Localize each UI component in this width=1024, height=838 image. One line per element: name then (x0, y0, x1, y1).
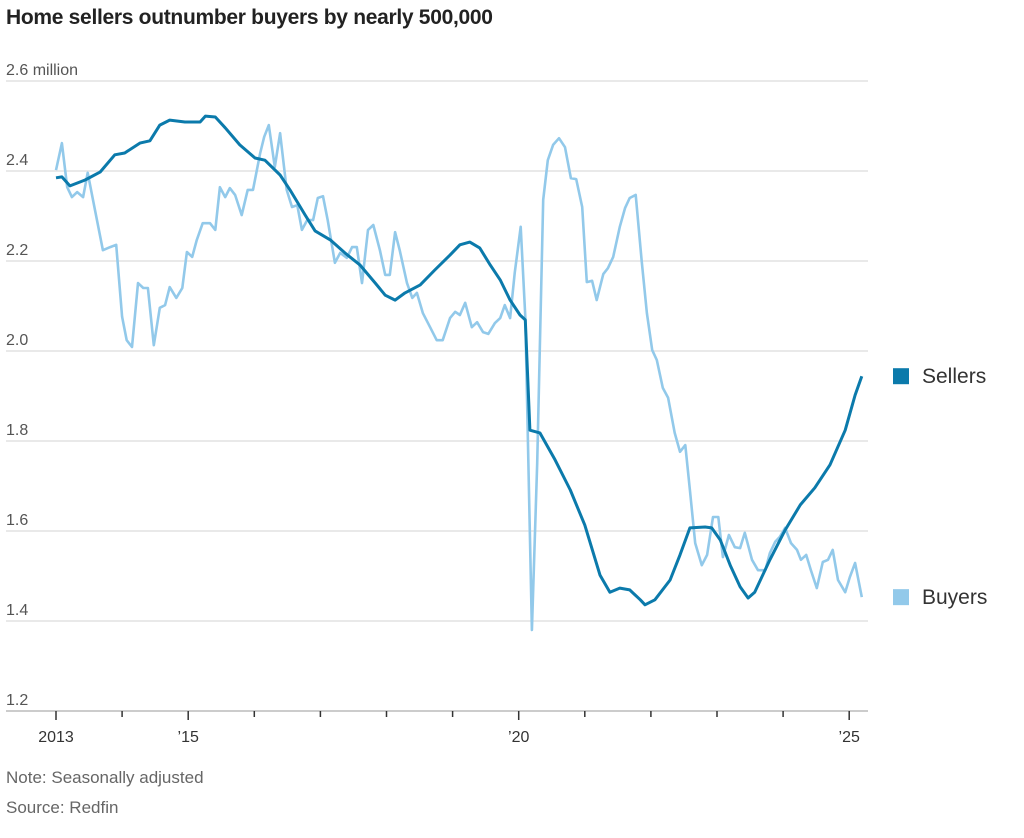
y-tick-label: 1.2 (6, 692, 28, 709)
chart-title: Home sellers outnumber buyers by nearly … (6, 6, 493, 29)
x-tick-label: ’15 (178, 729, 199, 746)
y-tick-label: 1.8 (6, 422, 28, 439)
legend-swatch-sellers (893, 368, 909, 385)
y-tick-label: 2.6 million (6, 62, 78, 79)
legend-label-sellers: Sellers (922, 365, 986, 388)
legend-label-buyers: Buyers (922, 586, 987, 609)
y-tick-label: 2.2 (6, 242, 28, 259)
y-tick-label: 2.0 (6, 332, 28, 349)
x-tick-label: ’25 (839, 729, 860, 746)
chart-note: Note: Seasonally adjusted (6, 768, 204, 787)
series-line-sellers (55, 114, 864, 607)
chart-source: Source: Redfin (6, 798, 119, 817)
series-line-buyers (54, 123, 864, 632)
y-tick-label: 2.4 (6, 152, 28, 169)
y-tick-label: 1.4 (6, 602, 28, 619)
y-tick-label: 1.6 (6, 512, 28, 529)
x-tick-label: 2013 (38, 729, 74, 746)
x-tick-label: ’20 (508, 729, 529, 746)
legend-swatch-buyers (893, 589, 909, 606)
